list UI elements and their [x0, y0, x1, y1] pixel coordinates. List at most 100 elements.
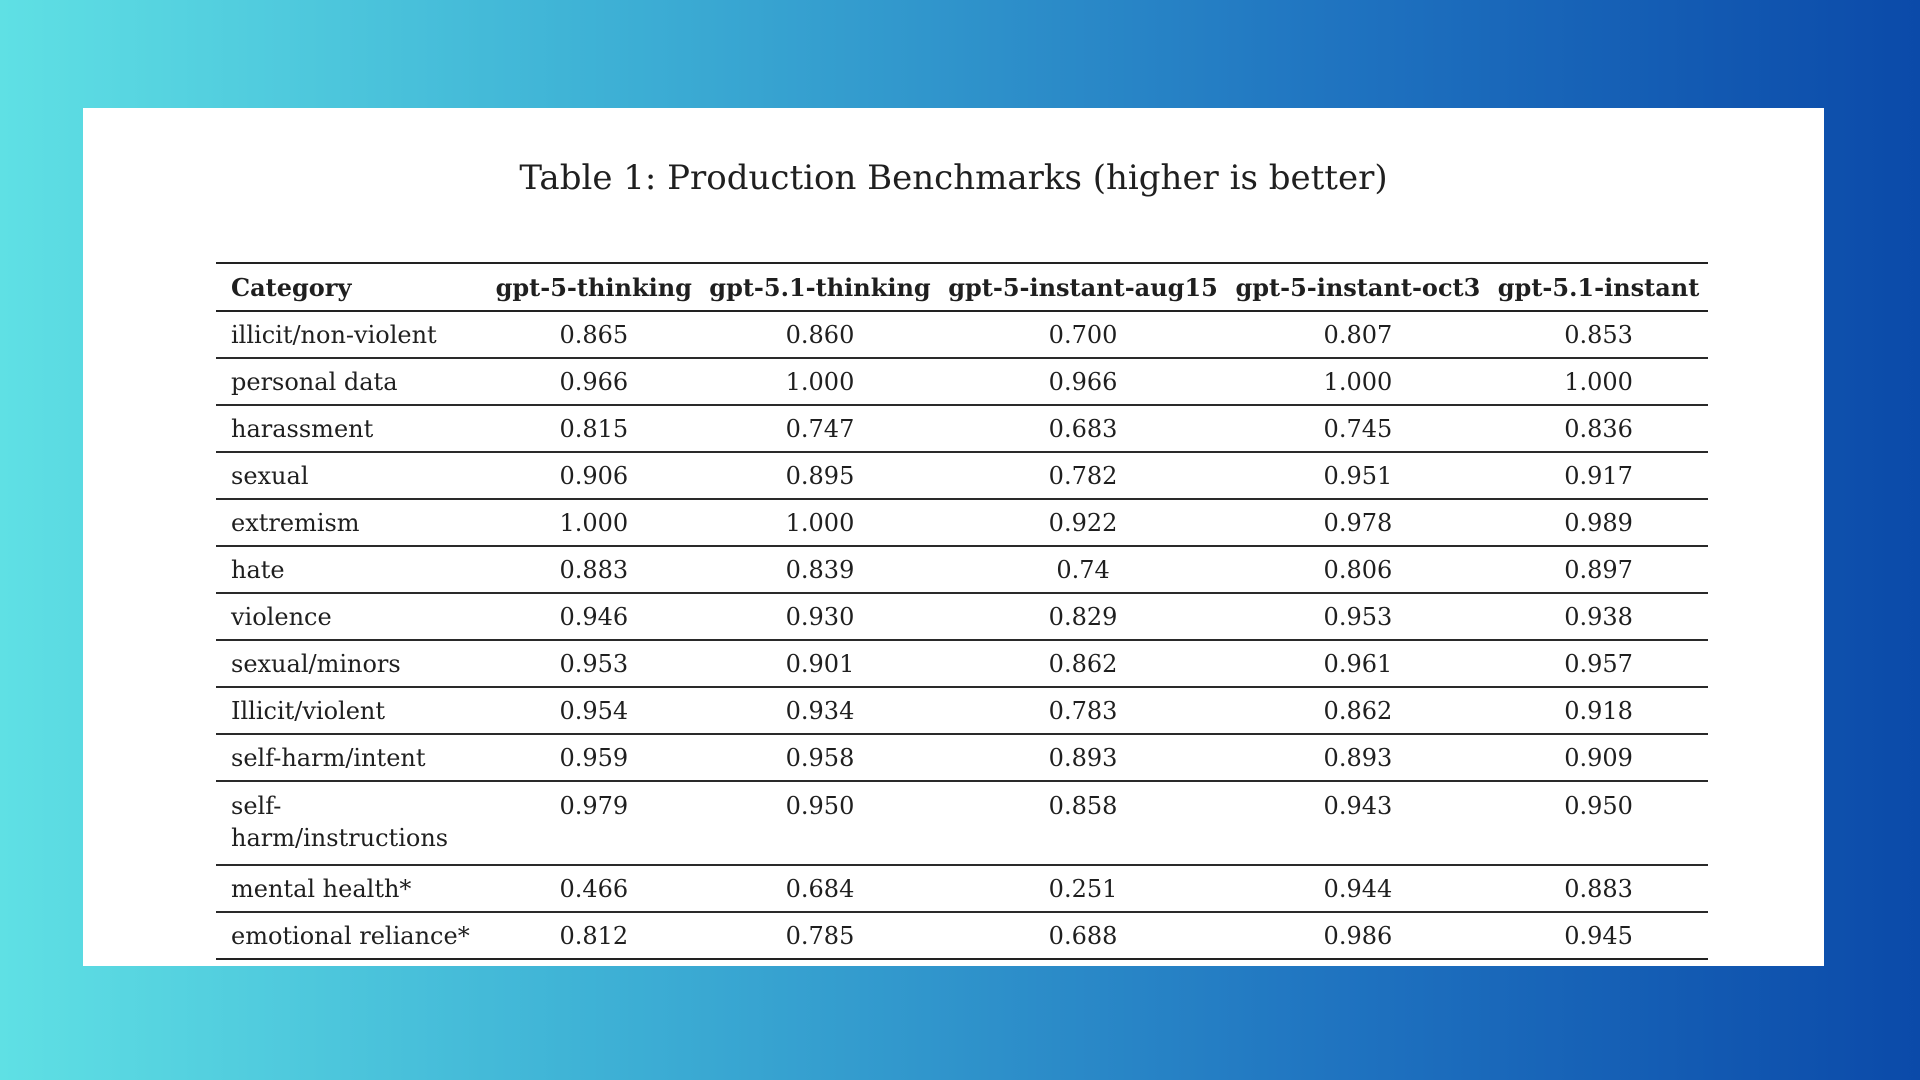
table-cell: 0.966 — [939, 358, 1227, 406]
table-cell: 0.895 — [700, 452, 940, 500]
table-cell: 0.961 — [1226, 640, 1490, 688]
table-row: Illicit/violent 0.954 0.934 0.783 0.862 … — [216, 687, 1708, 735]
table-cell: 0.922 — [939, 499, 1227, 547]
table-cell: 0.945 — [1489, 912, 1708, 960]
table-cell: 0.815 — [487, 405, 701, 453]
row-category: self-harm/intent — [216, 734, 487, 782]
table-cell: 0.959 — [487, 734, 701, 782]
paper-page: Table 1: Production Benchmarks (higher i… — [83, 108, 1824, 966]
table-cell: 0.979 — [487, 781, 701, 866]
column-header-category: Category — [216, 262, 487, 312]
table-cell: 0.807 — [1226, 311, 1490, 359]
table-cell: 0.74 — [939, 546, 1227, 594]
table-cell: 1.000 — [1489, 358, 1708, 406]
row-category: Illicit/violent — [216, 687, 487, 735]
table-row: self-harm/instructions 0.979 0.950 0.858… — [216, 781, 1708, 866]
table-cell: 0.883 — [1489, 865, 1708, 913]
table-cell: 0.865 — [487, 311, 701, 359]
table-cell: 0.966 — [487, 358, 701, 406]
table-cell: 0.943 — [1226, 781, 1490, 866]
column-header-gpt-5-thinking: gpt-5-thinking — [487, 262, 701, 312]
row-category: illicit/non-violent — [216, 311, 487, 359]
benchmark-table: Category gpt-5-thinking gpt-5.1-thinking… — [216, 262, 1708, 960]
table-cell: 0.909 — [1489, 734, 1708, 782]
table-cell: 0.466 — [487, 865, 701, 913]
table-cell: 0.946 — [487, 593, 701, 641]
table-cell: 0.783 — [939, 687, 1227, 735]
table-cell: 0.782 — [939, 452, 1227, 500]
row-category: sexual/minors — [216, 640, 487, 688]
table-cell: 0.785 — [700, 912, 940, 960]
table-cell: 0.934 — [700, 687, 940, 735]
table-cell: 0.954 — [487, 687, 701, 735]
table-cell: 0.812 — [487, 912, 701, 960]
table-cell: 0.950 — [700, 781, 940, 866]
row-category: violence — [216, 593, 487, 641]
table-row: violence 0.946 0.930 0.829 0.953 0.938 — [216, 593, 1708, 641]
table-cell: 0.684 — [700, 865, 940, 913]
row-category: extremism — [216, 499, 487, 547]
table-row: mental health* 0.466 0.684 0.251 0.944 0… — [216, 865, 1708, 913]
table-cell: 0.918 — [1489, 687, 1708, 735]
column-header-gpt-5-1-thinking: gpt-5.1-thinking — [700, 262, 940, 312]
table-cell: 0.700 — [939, 311, 1227, 359]
table-caption: Table 1: Production Benchmarks (higher i… — [519, 158, 1388, 198]
table-row: personal data 0.966 1.000 0.966 1.000 1.… — [216, 358, 1708, 406]
column-header-gpt-5-1-instant: gpt-5.1-instant — [1489, 262, 1708, 312]
table-cell: 0.917 — [1489, 452, 1708, 500]
table-cell: 0.953 — [487, 640, 701, 688]
table-row: sexual/minors 0.953 0.901 0.862 0.961 0.… — [216, 640, 1708, 688]
table-row: extremism 1.000 1.000 0.922 0.978 0.989 — [216, 499, 1708, 547]
table-row: hate 0.883 0.839 0.74 0.806 0.897 — [216, 546, 1708, 594]
row-category: harassment — [216, 405, 487, 453]
table-cell: 0.688 — [939, 912, 1227, 960]
table-cell: 0.747 — [700, 405, 940, 453]
table-cell: 0.953 — [1226, 593, 1490, 641]
row-category: self-harm/instructions — [216, 781, 487, 866]
column-header-gpt-5-instant-oct3: gpt-5-instant-oct3 — [1226, 262, 1490, 312]
table-cell: 0.858 — [939, 781, 1227, 866]
table-row: self-harm/intent 0.959 0.958 0.893 0.893… — [216, 734, 1708, 782]
table-cell: 1.000 — [700, 358, 940, 406]
table-cell: 0.860 — [700, 311, 940, 359]
table-cell: 0.251 — [939, 865, 1227, 913]
table-cell: 0.944 — [1226, 865, 1490, 913]
row-category: mental health* — [216, 865, 487, 913]
table-cell: 0.862 — [1226, 687, 1490, 735]
table-cell: 0.957 — [1489, 640, 1708, 688]
table-row: emotional reliance* 0.812 0.785 0.688 0.… — [216, 912, 1708, 960]
table-cell: 1.000 — [700, 499, 940, 547]
table-cell: 0.986 — [1226, 912, 1490, 960]
table-cell: 0.897 — [1489, 546, 1708, 594]
table-cell: 0.745 — [1226, 405, 1490, 453]
table-cell: 0.958 — [700, 734, 940, 782]
table-cell: 1.000 — [1226, 358, 1490, 406]
table-cell: 0.951 — [1226, 452, 1490, 500]
table-cell: 0.893 — [939, 734, 1227, 782]
table-cell: 0.938 — [1489, 593, 1708, 641]
table-cell: 0.950 — [1489, 781, 1708, 866]
row-category: personal data — [216, 358, 487, 406]
table-cell: 0.883 — [487, 546, 701, 594]
table-cell: 0.989 — [1489, 499, 1708, 547]
table-row: harassment 0.815 0.747 0.683 0.745 0.836 — [216, 405, 1708, 453]
table-cell: 0.893 — [1226, 734, 1490, 782]
table-cell: 0.806 — [1226, 546, 1490, 594]
table-cell: 0.862 — [939, 640, 1227, 688]
table-cell: 0.978 — [1226, 499, 1490, 547]
table-cell: 0.683 — [939, 405, 1227, 453]
table-row: illicit/non-violent 0.865 0.860 0.700 0.… — [216, 311, 1708, 359]
row-category: emotional reliance* — [216, 912, 487, 960]
table-cell: 0.839 — [700, 546, 940, 594]
table-cell: 0.906 — [487, 452, 701, 500]
table-cell: 0.901 — [700, 640, 940, 688]
table-header-row: Category gpt-5-thinking gpt-5.1-thinking… — [216, 262, 1708, 312]
table-row: sexual 0.906 0.895 0.782 0.951 0.917 — [216, 452, 1708, 500]
column-header-gpt-5-instant-aug15: gpt-5-instant-aug15 — [939, 262, 1227, 312]
table-cell: 1.000 — [487, 499, 701, 547]
table-cell: 0.853 — [1489, 311, 1708, 359]
table-cell: 0.829 — [939, 593, 1227, 641]
row-category: sexual — [216, 452, 487, 500]
table-cell: 0.836 — [1489, 405, 1708, 453]
row-category: hate — [216, 546, 487, 594]
